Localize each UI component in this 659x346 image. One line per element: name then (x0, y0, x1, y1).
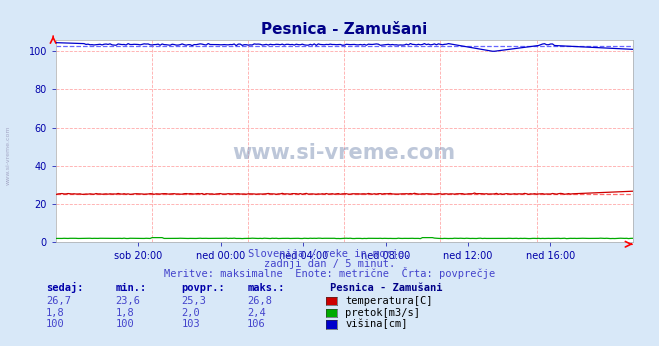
Text: 100: 100 (46, 319, 65, 329)
Text: 2,0: 2,0 (181, 308, 200, 318)
Text: 26,7: 26,7 (46, 296, 71, 306)
Text: temperatura[C]: temperatura[C] (345, 296, 433, 306)
Text: 26,8: 26,8 (247, 296, 272, 306)
Text: min.:: min.: (115, 283, 146, 293)
Title: Pesnica - Zamušani: Pesnica - Zamušani (261, 22, 428, 37)
Text: maks.:: maks.: (247, 283, 285, 293)
Text: pretok[m3/s]: pretok[m3/s] (345, 308, 420, 318)
Text: 25,3: 25,3 (181, 296, 206, 306)
Text: Meritve: maksimalne  Enote: metrične  Črta: povprečje: Meritve: maksimalne Enote: metrične Črta… (164, 267, 495, 280)
Text: 23,6: 23,6 (115, 296, 140, 306)
Text: sedaj:: sedaj: (46, 282, 84, 293)
Text: zadnji dan / 5 minut.: zadnji dan / 5 minut. (264, 259, 395, 269)
Text: 1,8: 1,8 (115, 308, 134, 318)
Text: 100: 100 (115, 319, 134, 329)
Text: 2,4: 2,4 (247, 308, 266, 318)
Text: www.si-vreme.com: www.si-vreme.com (233, 143, 456, 163)
Text: povpr.:: povpr.: (181, 283, 225, 293)
Text: 106: 106 (247, 319, 266, 329)
Text: višina[cm]: višina[cm] (345, 319, 408, 329)
Text: 103: 103 (181, 319, 200, 329)
Text: www.si-vreme.com: www.si-vreme.com (5, 126, 11, 185)
Text: Slovenija / reke in morje.: Slovenija / reke in morje. (248, 249, 411, 259)
Text: 1,8: 1,8 (46, 308, 65, 318)
Text: Pesnica - Zamušani: Pesnica - Zamušani (330, 283, 442, 293)
